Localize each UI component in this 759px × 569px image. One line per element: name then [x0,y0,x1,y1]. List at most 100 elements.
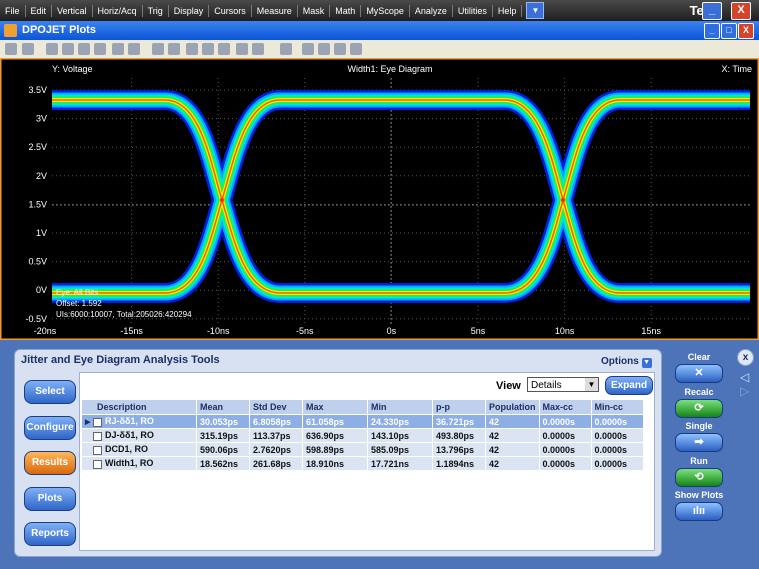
result-cell: 0.0000s [590,456,644,471]
expand-icon[interactable] [93,417,102,427]
minimize-button[interactable]: _ [702,2,722,20]
tool-icon[interactable] [318,43,330,55]
menu-bar: File Edit Vertical Horiz/Acq Trig Display Curs… [0,0,759,21]
cell-text: 18.562ns [200,458,239,469]
menu-item[interactable]: Math [330,4,362,17]
window-maximize[interactable]: □ [721,23,737,39]
tool-icon[interactable] [62,43,74,55]
result-cell: DJ-δδ1, RO [81,428,197,443]
control-button[interactable]: ✕ [675,364,723,383]
result-row[interactable]: DCD1, RO 590.06ps 2.7620ps 598.89ps 585.09ps… [81,442,644,457]
tool-icon[interactable] [5,43,17,55]
close-button[interactable]: X [731,2,751,20]
result-cell: 36.721ps [432,414,486,429]
expand-icon[interactable] [93,431,102,441]
tool-icon[interactable] [168,43,180,55]
view-dropdown[interactable]: Details [527,377,599,392]
nav-button[interactable]: Plots [24,486,76,511]
result-row[interactable]: Width1, RO 18.562ns 261.68ps 18.910ns 17.721… [81,456,644,471]
menu-item[interactable]: MyScope [361,4,410,17]
tool-icon[interactable] [302,43,314,55]
window-minimize[interactable]: _ [704,23,720,39]
nav-button[interactable]: Select [24,380,76,404]
control-caption: Run [690,455,708,466]
expand-button[interactable]: Expand [605,376,653,395]
window-close[interactable]: X [738,23,754,39]
expand-arrow[interactable]: ▷ [740,384,750,398]
menu-item[interactable]: Mask [298,4,331,17]
tool-icon[interactable] [334,43,346,55]
menu-item[interactable]: Help [493,4,523,17]
eye-trace [52,90,750,303]
cell-text: 143.10ps [371,430,410,441]
tool-icon[interactable] [112,43,124,55]
expand-icon[interactable] [93,445,102,455]
result-cell: 0.0000s [538,456,592,471]
tool-icon[interactable] [186,43,198,55]
menu-item[interactable]: Utilities [453,4,493,17]
tool-icon[interactable] [152,43,164,55]
window-title: DPOJET Plots [22,24,96,36]
result-cell: 0.0000s [538,428,592,443]
nav-button[interactable]: Results [24,451,76,475]
cell-text: 61.058ps [306,416,345,427]
x-tick-label: 0s [387,326,397,336]
tool-icon[interactable] [46,43,58,55]
options-arrow[interactable]: ▼ [641,358,652,368]
menu-item[interactable]: File [0,4,26,17]
result-cell: 61.058ps [302,414,368,429]
result-row[interactable]: ▶ RJ-δδ1, RO 30.053ps 6.8058ps 61.058ps 24.33… [81,414,644,429]
window-title-bar: DPOJET Plots _ □ X [0,21,759,40]
menu-item[interactable]: Cursors [209,4,252,17]
result-cell: 2.7620ps [249,442,303,457]
result-cell: DCD1, RO [81,442,197,457]
control-button[interactable]: ılıı [675,502,723,521]
tool-icon[interactable] [78,43,90,55]
app-icon [4,24,17,37]
tool-icon[interactable] [202,43,214,55]
view-dropdown-arrow[interactable]: ▼ [585,378,598,391]
menu-dropdown[interactable]: ▼ [526,2,545,19]
column-header: Std Dev [249,399,303,415]
y-tick-label: 0.5V [28,257,47,267]
panel-close[interactable]: x [737,349,754,366]
control-button[interactable]: ➡ [675,433,723,452]
result-row[interactable]: DJ-δδ1, RO 315.19ps 113.37ps 636.90ps 143.10… [81,428,644,443]
result-cell: ▶ RJ-δδ1, RO [81,414,197,429]
collapse-arrow[interactable]: ◁ [740,370,750,384]
tool-icon[interactable] [22,43,34,55]
options-label[interactable]: Options [601,356,639,367]
tool-icon[interactable] [128,43,140,55]
menu-item[interactable]: Display [169,4,210,17]
tool-icon[interactable] [236,43,248,55]
tool-icon[interactable] [218,43,230,55]
control-button[interactable]: ⟳ [675,398,723,418]
cell-text: 24.330ps [371,416,410,427]
tool-icon[interactable] [94,43,106,55]
tool-icon[interactable] [280,43,292,55]
cell-text: 315.19ps [200,430,239,441]
menu-item[interactable]: Measure [252,4,298,17]
cell-text: 0.0000s [542,430,576,441]
cell-text: 36.721ps [436,416,475,427]
nav-button[interactable]: Configure [24,415,76,440]
expand-icon[interactable] [93,459,102,469]
menu-item[interactable]: Edit [26,4,53,17]
tool-icon[interactable] [252,43,264,55]
control-button[interactable]: ⟲ [675,467,723,487]
menu-item[interactable]: Horiz/Acq [93,4,143,17]
options-menu[interactable]: Options ▼ [601,356,652,368]
tool-icon[interactable] [350,43,362,55]
menu-item[interactable]: Trig [143,4,169,17]
y-tick-label: 3V [36,114,47,124]
control-caption: Recalc [684,386,714,397]
menu-item[interactable]: Vertical [52,4,93,17]
plot-info: Eye: All Bits [56,288,98,297]
nav-button[interactable]: Reports [24,522,76,546]
menu-item[interactable]: Analyze [410,4,453,17]
cell-text: DJ-δδ1, RO [105,430,154,441]
row-pointer: ▶ [85,419,91,427]
column-header: Population [485,399,540,415]
column-header: p-p [432,399,486,415]
header-row: Description Mean Std Dev Max Min p-p Populatio… [81,399,644,415]
